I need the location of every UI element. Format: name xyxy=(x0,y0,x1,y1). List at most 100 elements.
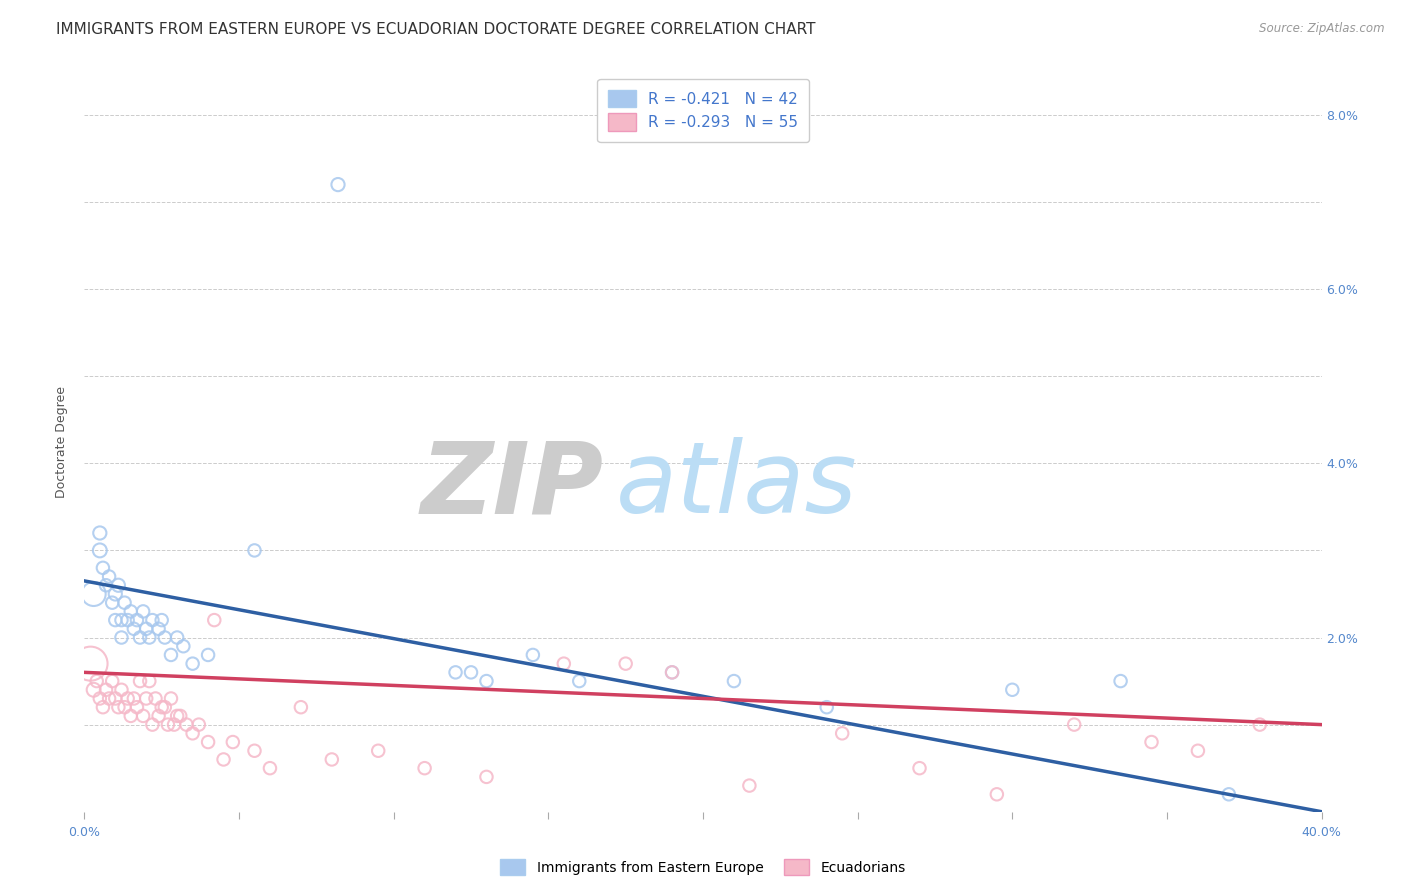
Point xyxy=(222,735,245,749)
Point xyxy=(98,691,121,706)
Point xyxy=(110,682,132,697)
Point xyxy=(1218,787,1240,801)
Point xyxy=(153,700,176,714)
Point xyxy=(101,596,124,610)
Point xyxy=(444,665,467,680)
Point xyxy=(135,622,157,636)
Point xyxy=(243,543,266,558)
Point xyxy=(176,717,198,731)
Point xyxy=(163,717,186,731)
Point xyxy=(614,657,637,671)
Point xyxy=(79,657,101,671)
Point xyxy=(117,613,139,627)
Point xyxy=(132,709,155,723)
Point xyxy=(1187,744,1209,758)
Point xyxy=(94,682,117,697)
Point xyxy=(122,691,145,706)
Point xyxy=(110,631,132,645)
Point xyxy=(1140,735,1163,749)
Point xyxy=(110,613,132,627)
Point xyxy=(114,700,136,714)
Point xyxy=(120,604,142,618)
Point xyxy=(89,691,111,706)
Point xyxy=(181,726,204,740)
Point xyxy=(475,770,498,784)
Point xyxy=(1001,682,1024,697)
Point xyxy=(83,682,105,697)
Point xyxy=(166,709,188,723)
Point xyxy=(145,691,167,706)
Point xyxy=(172,639,194,653)
Point xyxy=(661,665,683,680)
Point xyxy=(120,709,142,723)
Point xyxy=(169,709,191,723)
Point xyxy=(1249,717,1271,731)
Point xyxy=(522,648,544,662)
Point xyxy=(187,717,209,731)
Point xyxy=(321,752,343,766)
Point xyxy=(86,674,108,689)
Y-axis label: Doctorate Degree: Doctorate Degree xyxy=(55,385,69,498)
Point xyxy=(89,526,111,541)
Point xyxy=(723,674,745,689)
Point xyxy=(104,691,127,706)
Point xyxy=(148,622,170,636)
Point xyxy=(197,648,219,662)
Point xyxy=(181,657,204,671)
Point xyxy=(460,665,482,680)
Point xyxy=(156,717,179,731)
Point xyxy=(413,761,436,775)
Point xyxy=(138,631,160,645)
Point xyxy=(259,761,281,775)
Legend: Immigrants from Eastern Europe, Ecuadorians: Immigrants from Eastern Europe, Ecuadori… xyxy=(495,854,911,880)
Point xyxy=(367,744,389,758)
Point xyxy=(117,691,139,706)
Point xyxy=(129,674,152,689)
Point xyxy=(141,613,163,627)
Point xyxy=(815,700,838,714)
Point xyxy=(148,709,170,723)
Point xyxy=(908,761,931,775)
Text: IMMIGRANTS FROM EASTERN EUROPE VS ECUADORIAN DOCTORATE DEGREE CORRELATION CHART: IMMIGRANTS FROM EASTERN EUROPE VS ECUADO… xyxy=(56,22,815,37)
Point xyxy=(101,674,124,689)
Point xyxy=(83,587,105,601)
Point xyxy=(91,561,114,575)
Point xyxy=(738,779,761,793)
Point xyxy=(150,700,173,714)
Point xyxy=(104,587,127,601)
Point xyxy=(202,613,225,627)
Point xyxy=(107,578,129,592)
Point xyxy=(1063,717,1085,731)
Point xyxy=(661,665,683,680)
Point xyxy=(94,578,117,592)
Point xyxy=(107,700,129,714)
Text: Source: ZipAtlas.com: Source: ZipAtlas.com xyxy=(1260,22,1385,36)
Point xyxy=(114,596,136,610)
Point xyxy=(243,744,266,758)
Point xyxy=(135,691,157,706)
Point xyxy=(197,735,219,749)
Point xyxy=(132,604,155,618)
Point xyxy=(986,787,1008,801)
Point xyxy=(326,178,349,192)
Point xyxy=(150,613,173,627)
Legend: R = -0.421   N = 42, R = -0.293   N = 55: R = -0.421 N = 42, R = -0.293 N = 55 xyxy=(598,79,808,142)
Point xyxy=(141,717,163,731)
Point xyxy=(212,752,235,766)
Point xyxy=(125,700,148,714)
Point xyxy=(160,691,183,706)
Point xyxy=(138,674,160,689)
Point xyxy=(831,726,853,740)
Point xyxy=(568,674,591,689)
Point xyxy=(104,613,127,627)
Point xyxy=(166,631,188,645)
Point xyxy=(129,631,152,645)
Text: ZIP: ZIP xyxy=(420,437,605,534)
Point xyxy=(290,700,312,714)
Point xyxy=(98,569,121,583)
Point xyxy=(475,674,498,689)
Text: atlas: atlas xyxy=(616,437,858,534)
Point xyxy=(125,613,148,627)
Point xyxy=(122,622,145,636)
Point xyxy=(160,648,183,662)
